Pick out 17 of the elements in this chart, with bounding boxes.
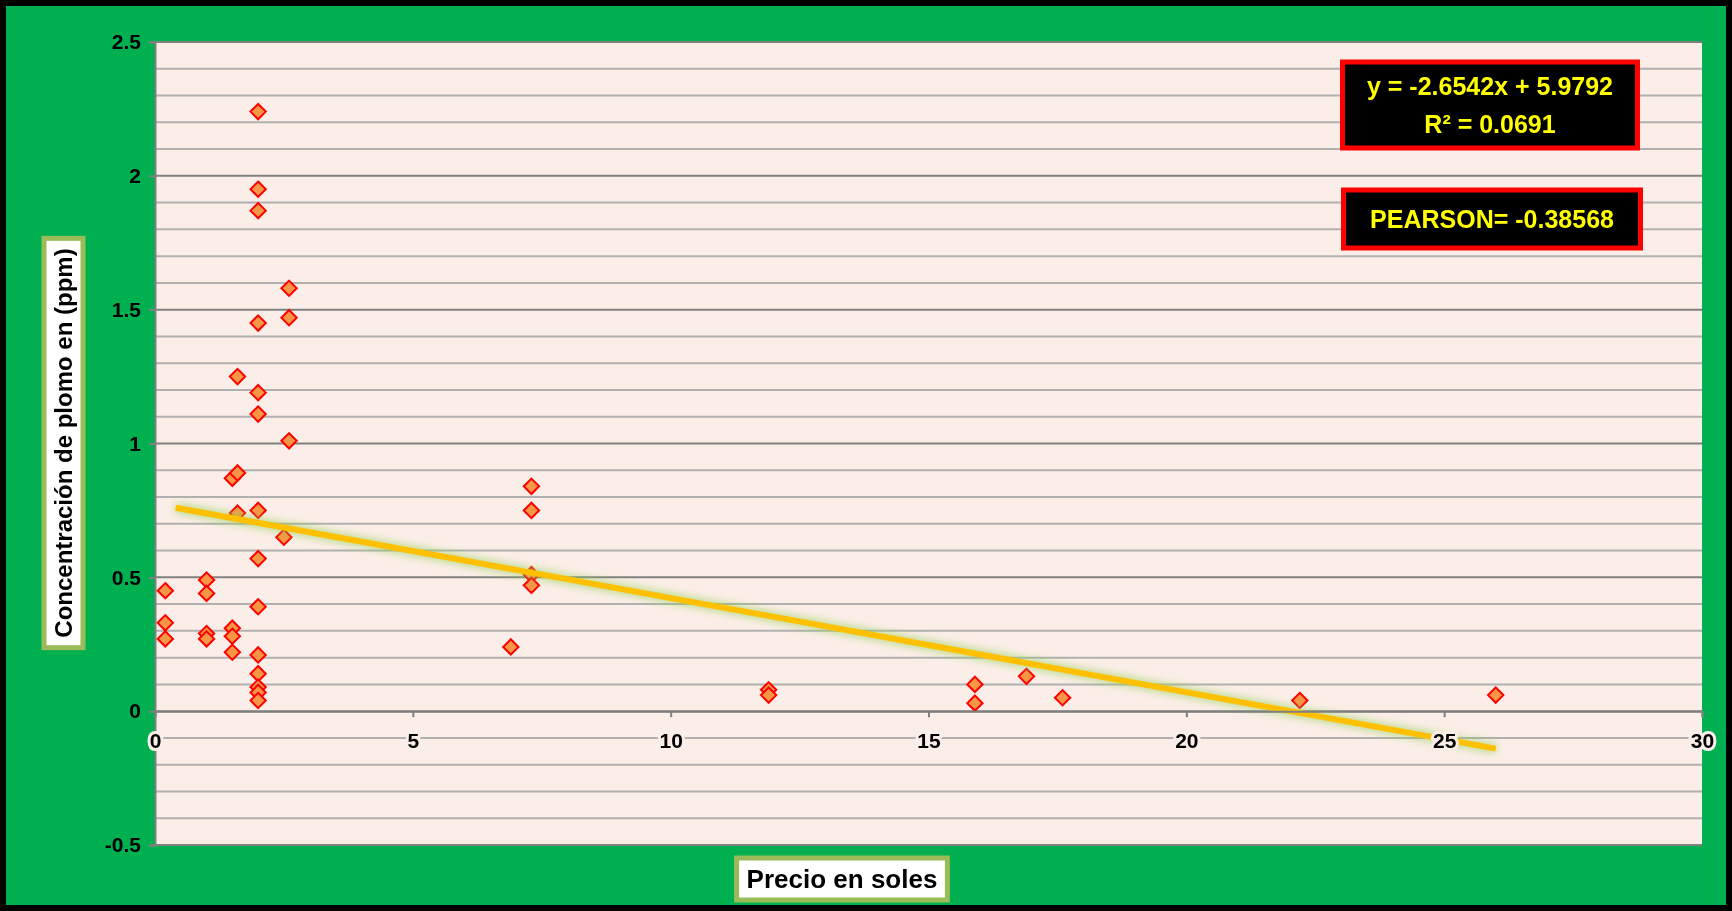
y-tick-label: 0.5 — [111, 565, 142, 589]
y-tick-label: -0.5 — [104, 833, 142, 857]
y-tick-label: 2 — [129, 164, 141, 188]
annotation: y = -2.6542x + 5.9792 R² = 0.0691 — [1366, 72, 1614, 138]
y-tick-label: 0 — [129, 699, 141, 723]
annotation: PEARSON= -0.38568 — [1370, 205, 1615, 233]
x-tick-label: 10 — [659, 729, 683, 753]
x-tick-label: 0 — [149, 729, 162, 753]
x-tick-label: 15 — [917, 729, 941, 753]
y-tick-label: 2.5 — [111, 30, 142, 54]
x-tick-label: 5 — [407, 729, 420, 753]
y-tick-label: 1.5 — [111, 297, 142, 321]
x-axis-title: Precio en soles — [746, 864, 938, 894]
y-tick-label: 1 — [129, 431, 142, 455]
y-axis-title: Concentración de plomo en (ppm) — [50, 248, 77, 638]
x-tick-label: 20 — [1175, 729, 1199, 753]
x-tick-label: 25 — [1432, 729, 1457, 753]
